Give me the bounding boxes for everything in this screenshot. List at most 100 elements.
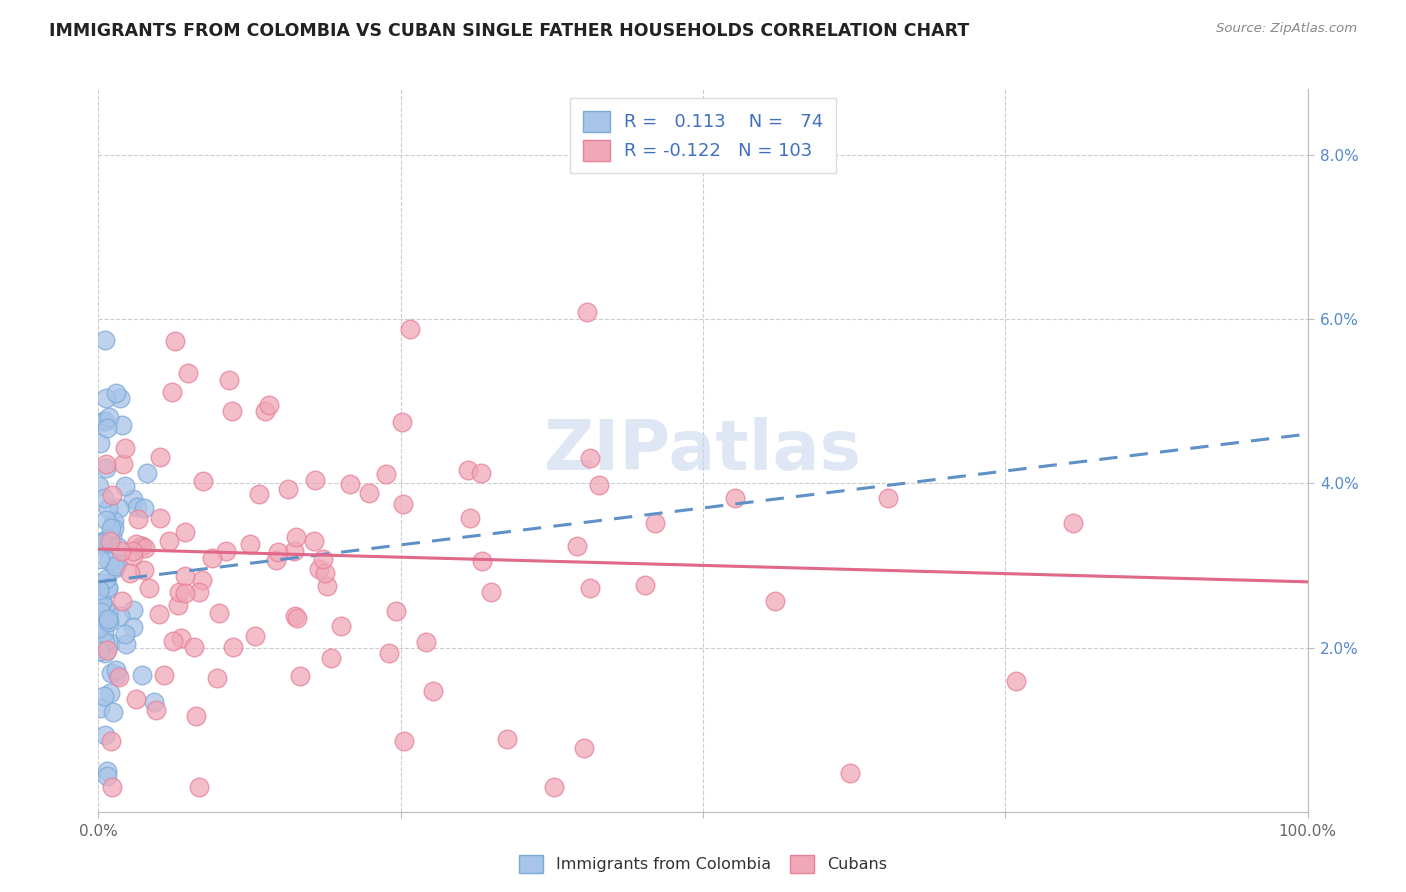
Point bbox=[169, 585, 191, 599]
Point bbox=[644, 516, 666, 530]
Point bbox=[312, 552, 335, 566]
Point bbox=[193, 474, 215, 488]
Point bbox=[165, 334, 187, 349]
Point bbox=[98, 615, 121, 630]
Point bbox=[221, 404, 243, 418]
Point bbox=[132, 501, 155, 516]
Point bbox=[98, 685, 121, 699]
Point bbox=[378, 646, 401, 660]
Text: Source: ZipAtlas.com: Source: ZipAtlas.com bbox=[1216, 22, 1357, 36]
Point bbox=[470, 467, 492, 481]
Point bbox=[96, 769, 118, 783]
Point bbox=[97, 582, 120, 596]
Point bbox=[97, 501, 120, 516]
Point bbox=[89, 598, 111, 612]
Point bbox=[107, 541, 129, 555]
Point bbox=[458, 510, 481, 524]
Point bbox=[877, 491, 900, 505]
Point bbox=[96, 457, 118, 471]
Point bbox=[724, 491, 747, 505]
Point bbox=[162, 634, 184, 648]
Point bbox=[142, 696, 165, 710]
Point bbox=[471, 554, 494, 568]
Point bbox=[257, 398, 280, 412]
Point bbox=[103, 514, 125, 528]
Point bbox=[208, 606, 231, 620]
Point bbox=[105, 667, 128, 681]
Point bbox=[284, 609, 307, 624]
Point bbox=[101, 780, 124, 794]
Point bbox=[222, 640, 245, 654]
Point bbox=[100, 665, 122, 680]
Point bbox=[170, 632, 193, 646]
Point bbox=[87, 479, 110, 493]
Point bbox=[97, 604, 120, 618]
Point bbox=[302, 533, 325, 548]
Point bbox=[239, 537, 262, 551]
Point bbox=[98, 636, 121, 650]
Text: ZIPatlas: ZIPatlas bbox=[544, 417, 862, 484]
Point bbox=[89, 436, 111, 450]
Point bbox=[496, 732, 519, 747]
Point bbox=[187, 780, 209, 794]
Point bbox=[191, 573, 214, 587]
Point bbox=[277, 482, 299, 496]
Point bbox=[374, 467, 396, 481]
Point bbox=[114, 442, 136, 456]
Point bbox=[152, 668, 174, 682]
Point bbox=[207, 671, 229, 685]
Point bbox=[457, 463, 479, 477]
Point bbox=[90, 605, 112, 619]
Point bbox=[97, 580, 120, 594]
Point bbox=[177, 366, 200, 380]
Point bbox=[283, 544, 305, 558]
Point bbox=[122, 492, 145, 507]
Point bbox=[319, 650, 342, 665]
Legend: R =   0.113    N =   74, R = -0.122   N = 103: R = 0.113 N = 74, R = -0.122 N = 103 bbox=[569, 98, 837, 173]
Point bbox=[93, 728, 115, 742]
Point bbox=[839, 766, 862, 780]
Point bbox=[160, 384, 183, 399]
Point bbox=[101, 488, 124, 502]
Point bbox=[100, 521, 122, 535]
Point bbox=[93, 690, 115, 704]
Point bbox=[174, 586, 197, 600]
Point bbox=[94, 634, 117, 648]
Point bbox=[118, 566, 141, 581]
Point bbox=[105, 556, 128, 570]
Point bbox=[588, 478, 610, 492]
Point bbox=[565, 539, 588, 553]
Point bbox=[89, 644, 111, 658]
Point bbox=[215, 544, 238, 558]
Point bbox=[148, 607, 170, 622]
Point bbox=[93, 491, 115, 505]
Point bbox=[264, 553, 287, 567]
Point bbox=[93, 624, 115, 639]
Point bbox=[200, 551, 222, 566]
Point bbox=[89, 552, 111, 566]
Point bbox=[108, 670, 131, 684]
Point bbox=[543, 780, 565, 794]
Point bbox=[104, 561, 127, 575]
Point bbox=[96, 513, 118, 527]
Text: IMMIGRANTS FROM COLOMBIA VS CUBAN SINGLE FATHER HOUSEHOLDS CORRELATION CHART: IMMIGRANTS FROM COLOMBIA VS CUBAN SINGLE… bbox=[49, 22, 970, 40]
Point bbox=[125, 537, 148, 551]
Point bbox=[94, 646, 117, 660]
Point bbox=[1004, 674, 1026, 689]
Point bbox=[104, 558, 127, 573]
Point bbox=[138, 581, 160, 595]
Point bbox=[127, 500, 149, 515]
Point bbox=[131, 539, 153, 553]
Point bbox=[114, 627, 136, 641]
Point bbox=[97, 606, 120, 620]
Point bbox=[125, 691, 148, 706]
Point bbox=[218, 373, 240, 387]
Point bbox=[101, 705, 124, 719]
Point bbox=[89, 582, 111, 597]
Point bbox=[111, 418, 134, 433]
Point bbox=[129, 540, 152, 554]
Point bbox=[284, 530, 307, 544]
Point bbox=[104, 663, 127, 677]
Point bbox=[183, 640, 205, 655]
Point bbox=[121, 619, 143, 633]
